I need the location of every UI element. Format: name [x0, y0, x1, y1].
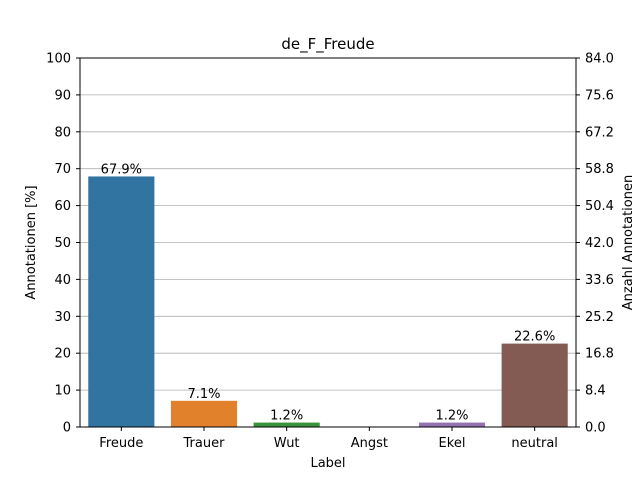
bar-value-label: 1.2%: [435, 409, 468, 424]
y-tick-label-right: 0.0: [585, 421, 606, 436]
y-tick-label-left: 70: [54, 162, 71, 177]
chart-title: de_F_Freude: [281, 35, 374, 54]
y-axis-label-right: Anzahl Annotationen: [621, 175, 636, 310]
bar-value-label: 22.6%: [514, 330, 555, 345]
y-tick-label-left: 90: [54, 88, 71, 103]
bar-wut: [253, 422, 320, 427]
y-tick-label-right: 42.0: [585, 236, 614, 251]
bar-value-label: 1.2%: [270, 409, 303, 424]
bars: [88, 176, 568, 427]
axes: 0 10 20 30 40 50 60 70 80 90 100 0.0 8.4 16.8 25.2 33.6…: [46, 52, 614, 452]
y-tick-label-left: 30: [54, 310, 71, 325]
x-axis-label: Label: [310, 456, 345, 471]
y-tick-label-left: 10: [54, 384, 71, 399]
x-tick-label: Angst: [351, 436, 388, 451]
y-tick-label-right: 84.0: [585, 52, 614, 67]
y-tick-label-right: 25.2: [585, 310, 614, 325]
y-tick-label-left: 50: [54, 236, 71, 251]
x-tick-label: Wut: [274, 436, 300, 451]
y-axis-label-left: Annotationen [%]: [24, 185, 39, 299]
y-tick-label-left: 20: [54, 347, 71, 362]
y-tick-label-left: 60: [54, 199, 71, 214]
bar-value-label: 7.1%: [187, 387, 220, 402]
bar-value-label: 67.9%: [101, 162, 142, 177]
y-tick-label-right: 58.8: [585, 162, 614, 177]
x-tick-label: Freude: [99, 436, 143, 451]
y-tick-label-left: 0: [63, 421, 71, 436]
x-tick-label: neutral: [511, 436, 558, 451]
bar-value-labels: 67.9% 7.1% 1.2% 1.2% 22.6%: [101, 162, 556, 423]
y-tick-label-right: 33.6: [585, 273, 614, 288]
y-tick-label-right: 8.4: [585, 384, 606, 399]
bar-trauer: [170, 400, 238, 427]
y-tick-label-right: 16.8: [585, 347, 614, 362]
y-tick-label-right: 75.6: [585, 88, 614, 103]
bar-neutral: [501, 343, 568, 427]
y-tick-label-left: 100: [46, 52, 71, 67]
bar-freude: [88, 176, 155, 427]
y-tick-label-left: 80: [54, 125, 71, 140]
plot-frame: [79, 57, 577, 428]
bar-ekel: [418, 422, 486, 427]
y-tick-label-right: 50.4: [585, 199, 614, 214]
y-tick-label-left: 40: [54, 273, 71, 288]
y-tick-label-right: 67.2: [585, 125, 614, 140]
x-tick-label: Trauer: [183, 436, 226, 451]
x-tick-label: Ekel: [439, 436, 466, 451]
